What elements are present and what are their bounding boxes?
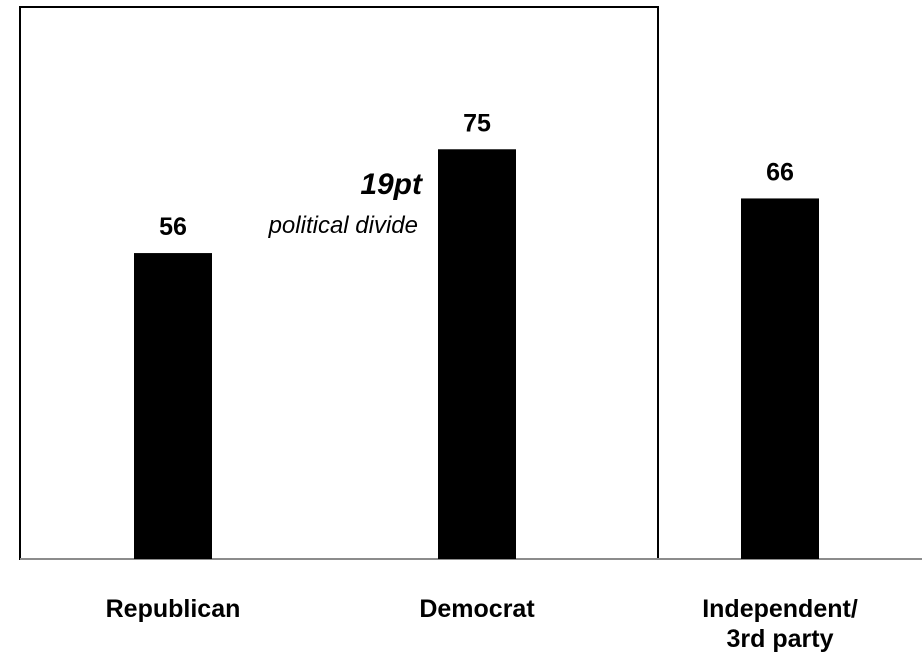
bar-1: [134, 253, 212, 559]
divide-highlight-label: 19pt: [360, 168, 422, 201]
bar-2: [438, 149, 516, 559]
value-label-1: 56: [159, 213, 187, 241]
category-label-2: Democrat: [419, 595, 535, 623]
highlight-frame: [19, 6, 659, 560]
bar-3: [741, 198, 819, 559]
category-label-3: Independent/ 3rd party: [702, 595, 858, 653]
value-label-3: 66: [766, 158, 794, 186]
divide-description-label: political divide: [268, 212, 418, 239]
value-label-2: 75: [463, 109, 491, 137]
category-label-1: Republican: [105, 595, 241, 623]
